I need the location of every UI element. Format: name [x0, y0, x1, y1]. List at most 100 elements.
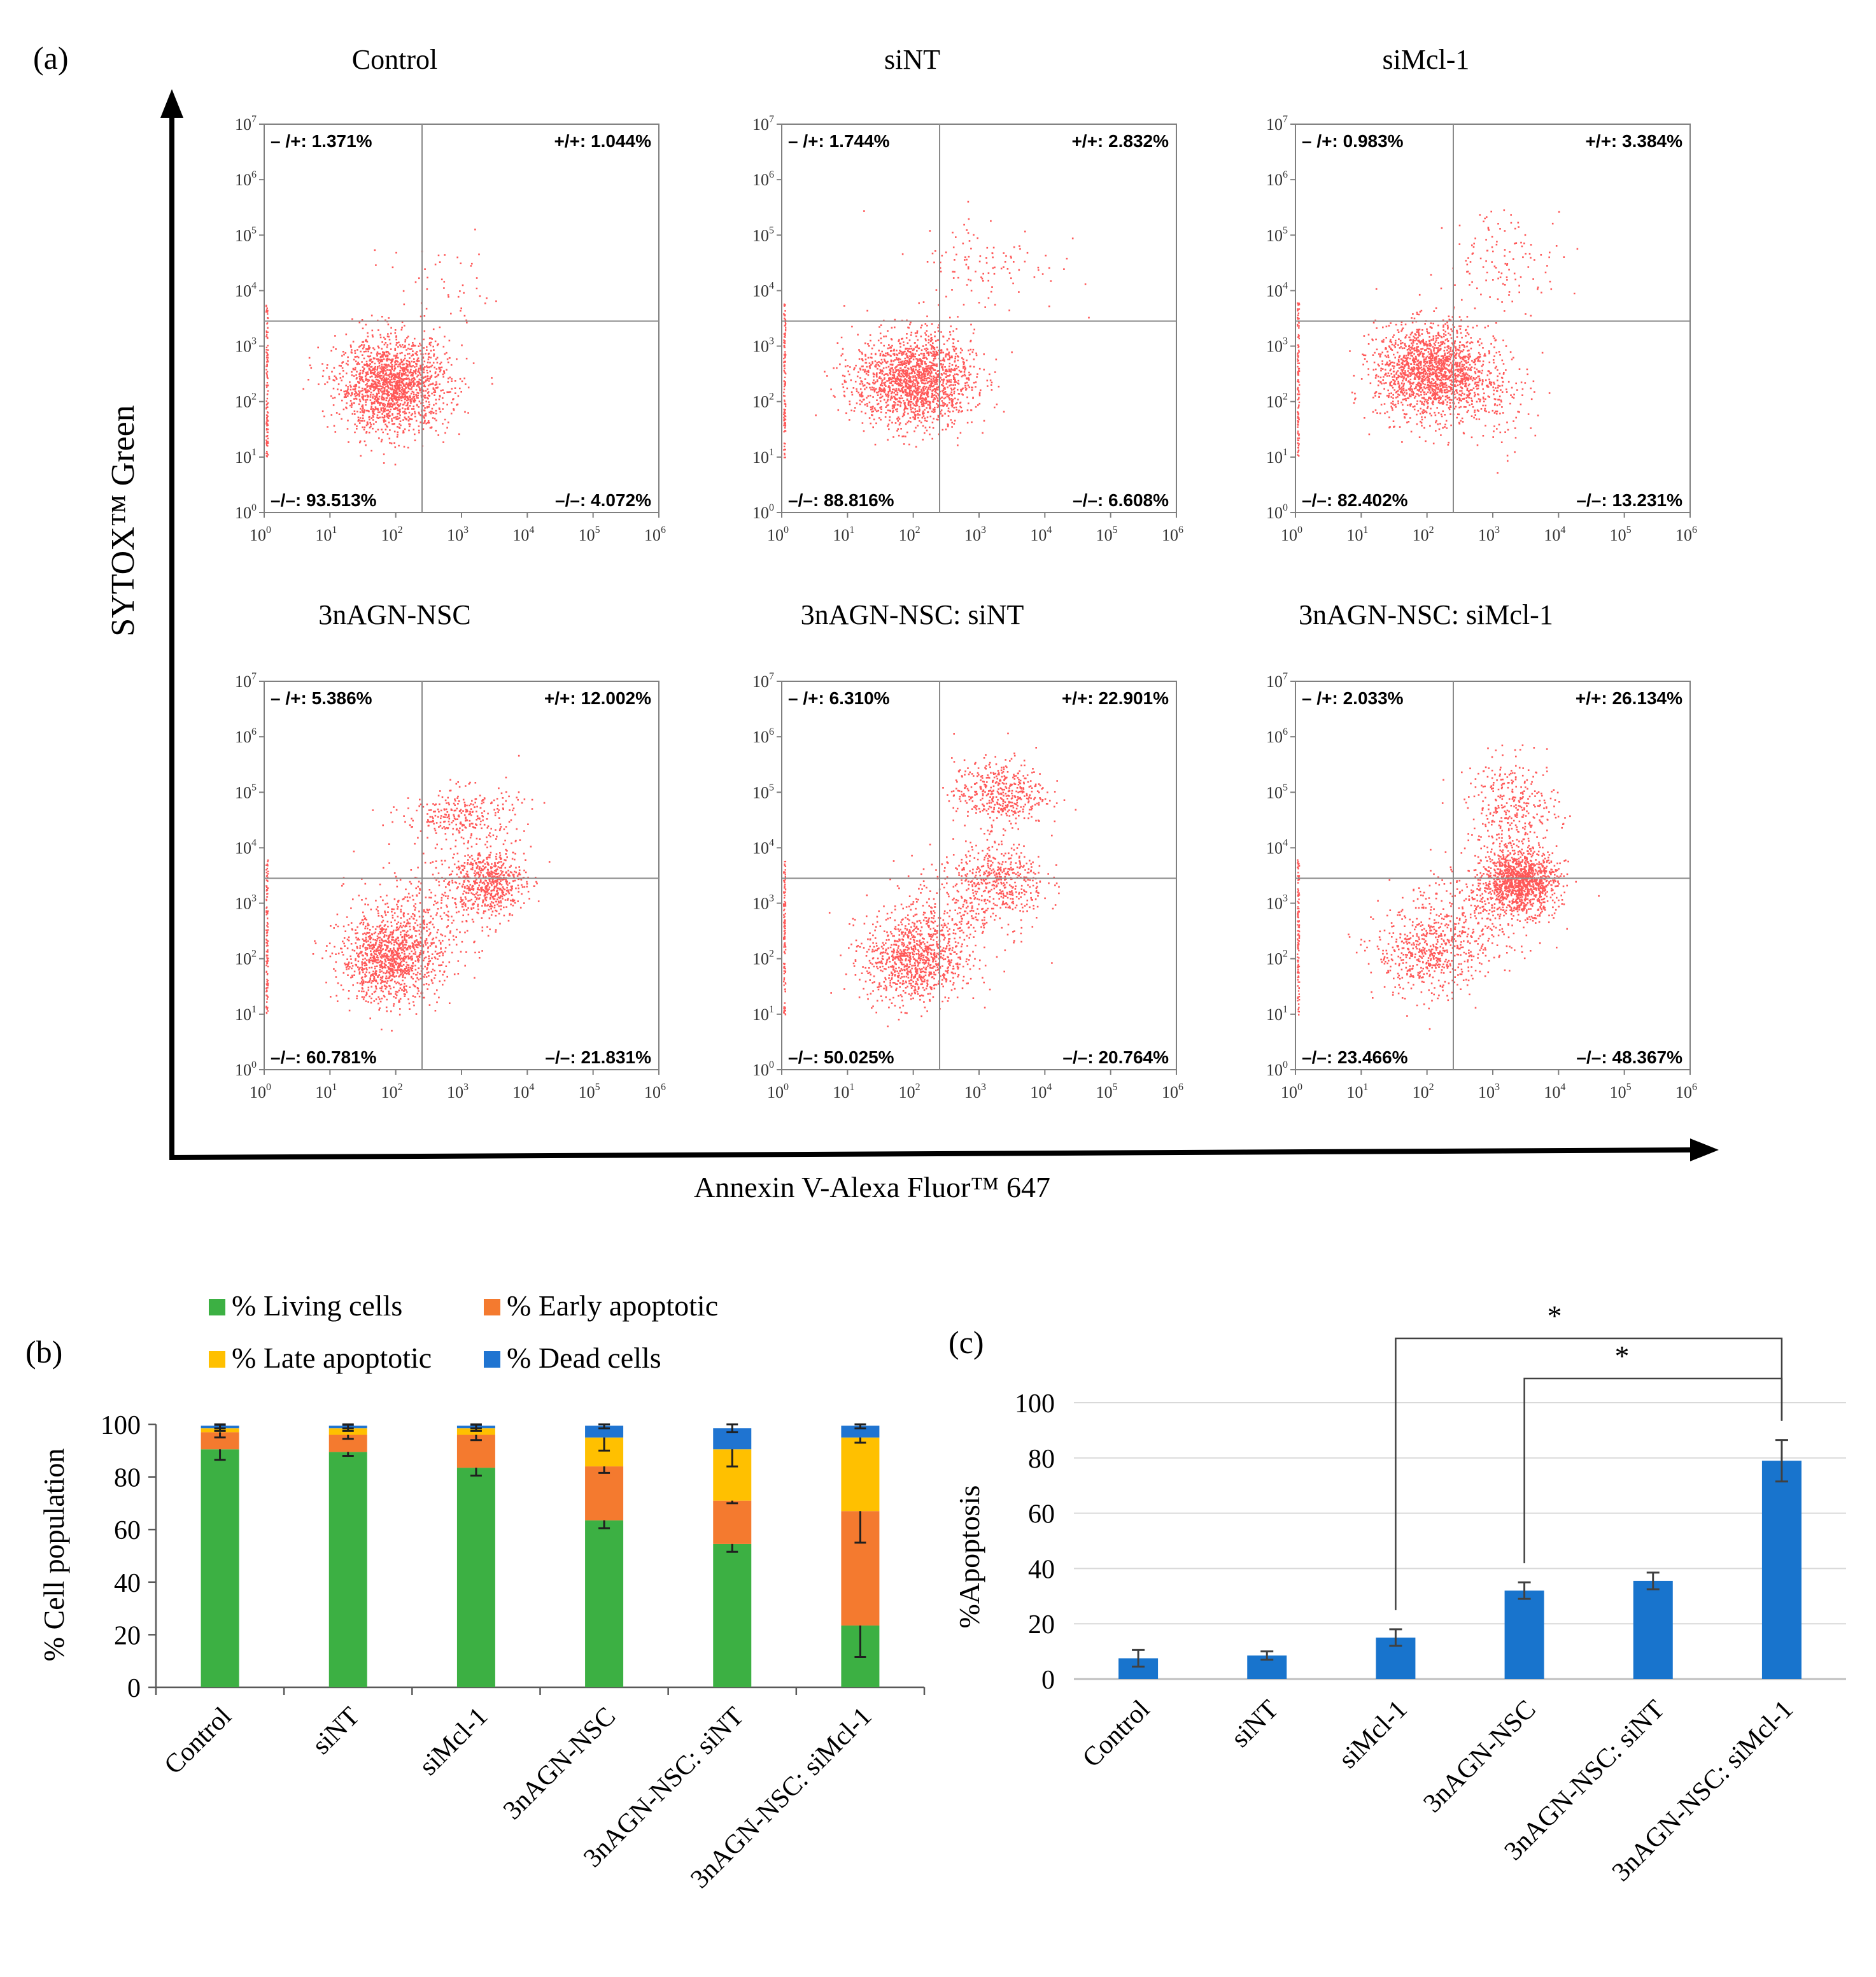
x-tick-label: 101 [1346, 1082, 1368, 1102]
c-y-axis-title: %Apoptosis [953, 1485, 985, 1629]
b-bar-segment [841, 1437, 880, 1512]
x-tick-label: 106 [644, 1082, 666, 1102]
x-tick-label: 101 [1346, 525, 1368, 544]
quadrant-label-bottom-right: –/–: 21.831% [545, 1047, 651, 1067]
quadrant-label-bottom-left: –/–: 93.513% [271, 490, 377, 510]
b-error-bar [598, 1423, 610, 1429]
c-error-bar [1389, 1628, 1402, 1647]
x-tick-label: 105 [1610, 1082, 1632, 1102]
b-error-bar [342, 1423, 354, 1429]
b-error-bar [470, 1423, 482, 1429]
x-tick-label: 100 [250, 525, 271, 544]
y-tick-label: 102 [1266, 949, 1288, 968]
significance-star: * [1548, 1300, 1562, 1332]
flow-plot-title: Control [352, 44, 437, 75]
x-tick-label: 105 [1096, 525, 1118, 544]
x-tick-label: 102 [899, 1082, 920, 1102]
plot-frame [1295, 124, 1691, 513]
flow-plots: Control – /+: 1.371% +/+: 1.044% –/–: 93.51… [235, 44, 1697, 1102]
y-tick-label: 106 [235, 169, 257, 189]
quadrant-label-bottom-right: –/–: 13.231% [1576, 490, 1682, 510]
event-dots [1297, 209, 1579, 474]
y-tick-label: 102 [235, 392, 257, 411]
b-bar-segment [456, 1468, 495, 1687]
y-tick-label: 107 [235, 671, 257, 691]
flow-plot: 3nAGN-NSC – /+: 5.386% +/+: 12.002% –/–: 60… [235, 599, 666, 1102]
c-error-bar [1518, 1581, 1531, 1600]
legend-label: % Early apoptotic [507, 1289, 718, 1322]
panel-b-stacked-bar-chart: % Living cells % Early apoptotic % Late ap… [38, 1289, 926, 1894]
x-tick-label: 104 [1030, 525, 1052, 544]
plot-frame [264, 681, 659, 1070]
significance-bracket [1523, 1377, 1783, 1564]
y-tick-label: 105 [235, 782, 257, 802]
quadrant-label-top-right: +/+: 3.384% [1585, 131, 1682, 151]
quadrant-label-top-right: +/+: 12.002% [544, 688, 651, 708]
c-y-tick-label: 20 [1028, 1610, 1055, 1640]
quadrant-label-top-right: +/+: 26.134% [1576, 688, 1682, 708]
y-tick-label: 107 [235, 114, 257, 134]
y-tick-label: 104 [1266, 837, 1288, 857]
x-tick-label: 103 [447, 1082, 469, 1102]
x-tick-label: 100 [767, 1082, 789, 1102]
legend-swatch [209, 1351, 225, 1368]
quadrant-label-top-left: – /+: 5.386% [271, 688, 372, 708]
b-y-tick-label: 20 [114, 1621, 141, 1650]
b-y-axis-title: % Cell population [38, 1449, 70, 1662]
b-bar-segment [713, 1500, 752, 1544]
event-dots [783, 201, 1090, 458]
x-tick-label: 105 [1096, 1082, 1118, 1102]
quadrant-label-top-right: +/+: 2.832% [1071, 131, 1169, 151]
flow-plot: 3nAGN-NSC: siNT – /+: 6.310% +/+: 22.901% –… [752, 599, 1183, 1102]
x-tick-label: 103 [1478, 525, 1500, 544]
y-tick-label: 106 [1266, 169, 1288, 189]
b-bar-segment [585, 1426, 624, 1438]
x-tick-label: 105 [1610, 525, 1632, 544]
scatter-points [265, 229, 497, 465]
x-tick-label: 104 [512, 1082, 534, 1102]
c-category-label: 3nAGN-NSC [1418, 1695, 1541, 1818]
y-tick-label: 107 [1266, 114, 1288, 134]
flow-plot: siNT – /+: 1.744% +/+: 2.832% –/–: 88.816% –… [752, 44, 1183, 544]
x-tick-label: 101 [833, 525, 854, 544]
x-tick-label: 101 [315, 1082, 337, 1102]
x-tick-label: 102 [381, 1082, 403, 1102]
x-tick-label: 100 [1281, 525, 1302, 544]
quadrant-label-bottom-right: –/–: 4.072% [555, 490, 651, 510]
y-tick-label: 106 [235, 726, 257, 746]
quadrant-label-bottom-left: –/–: 82.402% [1302, 490, 1408, 510]
legend-label: % Dead cells [507, 1342, 661, 1374]
x-tick-label: 103 [1478, 1082, 1500, 1102]
legend-label: % Living cells [232, 1289, 402, 1322]
x-tick-label: 103 [447, 525, 469, 544]
y-tick-label: 106 [752, 169, 774, 189]
panel-a-axes: Annexin V-Alexa Fluor™ 647 SYTOX™ Green [105, 89, 1719, 1203]
y-tick-label: 104 [235, 837, 257, 857]
x-tick-label: 106 [1675, 1082, 1697, 1102]
quadrant-label-bottom-left: –/–: 88.816% [788, 490, 894, 510]
quadrant-label-bottom-right: –/–: 20.764% [1062, 1047, 1169, 1067]
y-tick-label: 100 [1266, 1059, 1288, 1079]
y-tick-label: 102 [752, 392, 774, 411]
quadrant-label-top-left: – /+: 1.371% [271, 131, 372, 151]
b-bar-segment [328, 1452, 367, 1687]
x-tick-label: 102 [899, 525, 920, 544]
y-tick-label: 103 [235, 336, 257, 356]
b-bar-segment [713, 1543, 752, 1687]
c-y-tick-label: 60 [1028, 1500, 1055, 1529]
panel-label-a: (a) [33, 40, 69, 76]
y-axis-arrowhead [160, 89, 183, 118]
x-tick-label: 105 [579, 525, 600, 544]
legend-swatch [484, 1299, 500, 1315]
y-tick-label: 106 [1266, 726, 1288, 746]
c-bar [1633, 1580, 1673, 1679]
b-category-label: Control [159, 1702, 237, 1780]
x-tick-label: 101 [315, 525, 337, 544]
c-bar [1504, 1591, 1544, 1679]
flow-plot-title: siMcl-1 [1383, 44, 1470, 75]
x-tick-label: 100 [767, 525, 789, 544]
quadrant-label-bottom-right: –/–: 6.608% [1073, 490, 1169, 510]
y-tick-label: 101 [1266, 447, 1288, 467]
x-tick-label: 102 [1413, 1082, 1434, 1102]
quadrant-label-top-left: – /+: 2.033% [1302, 688, 1404, 708]
